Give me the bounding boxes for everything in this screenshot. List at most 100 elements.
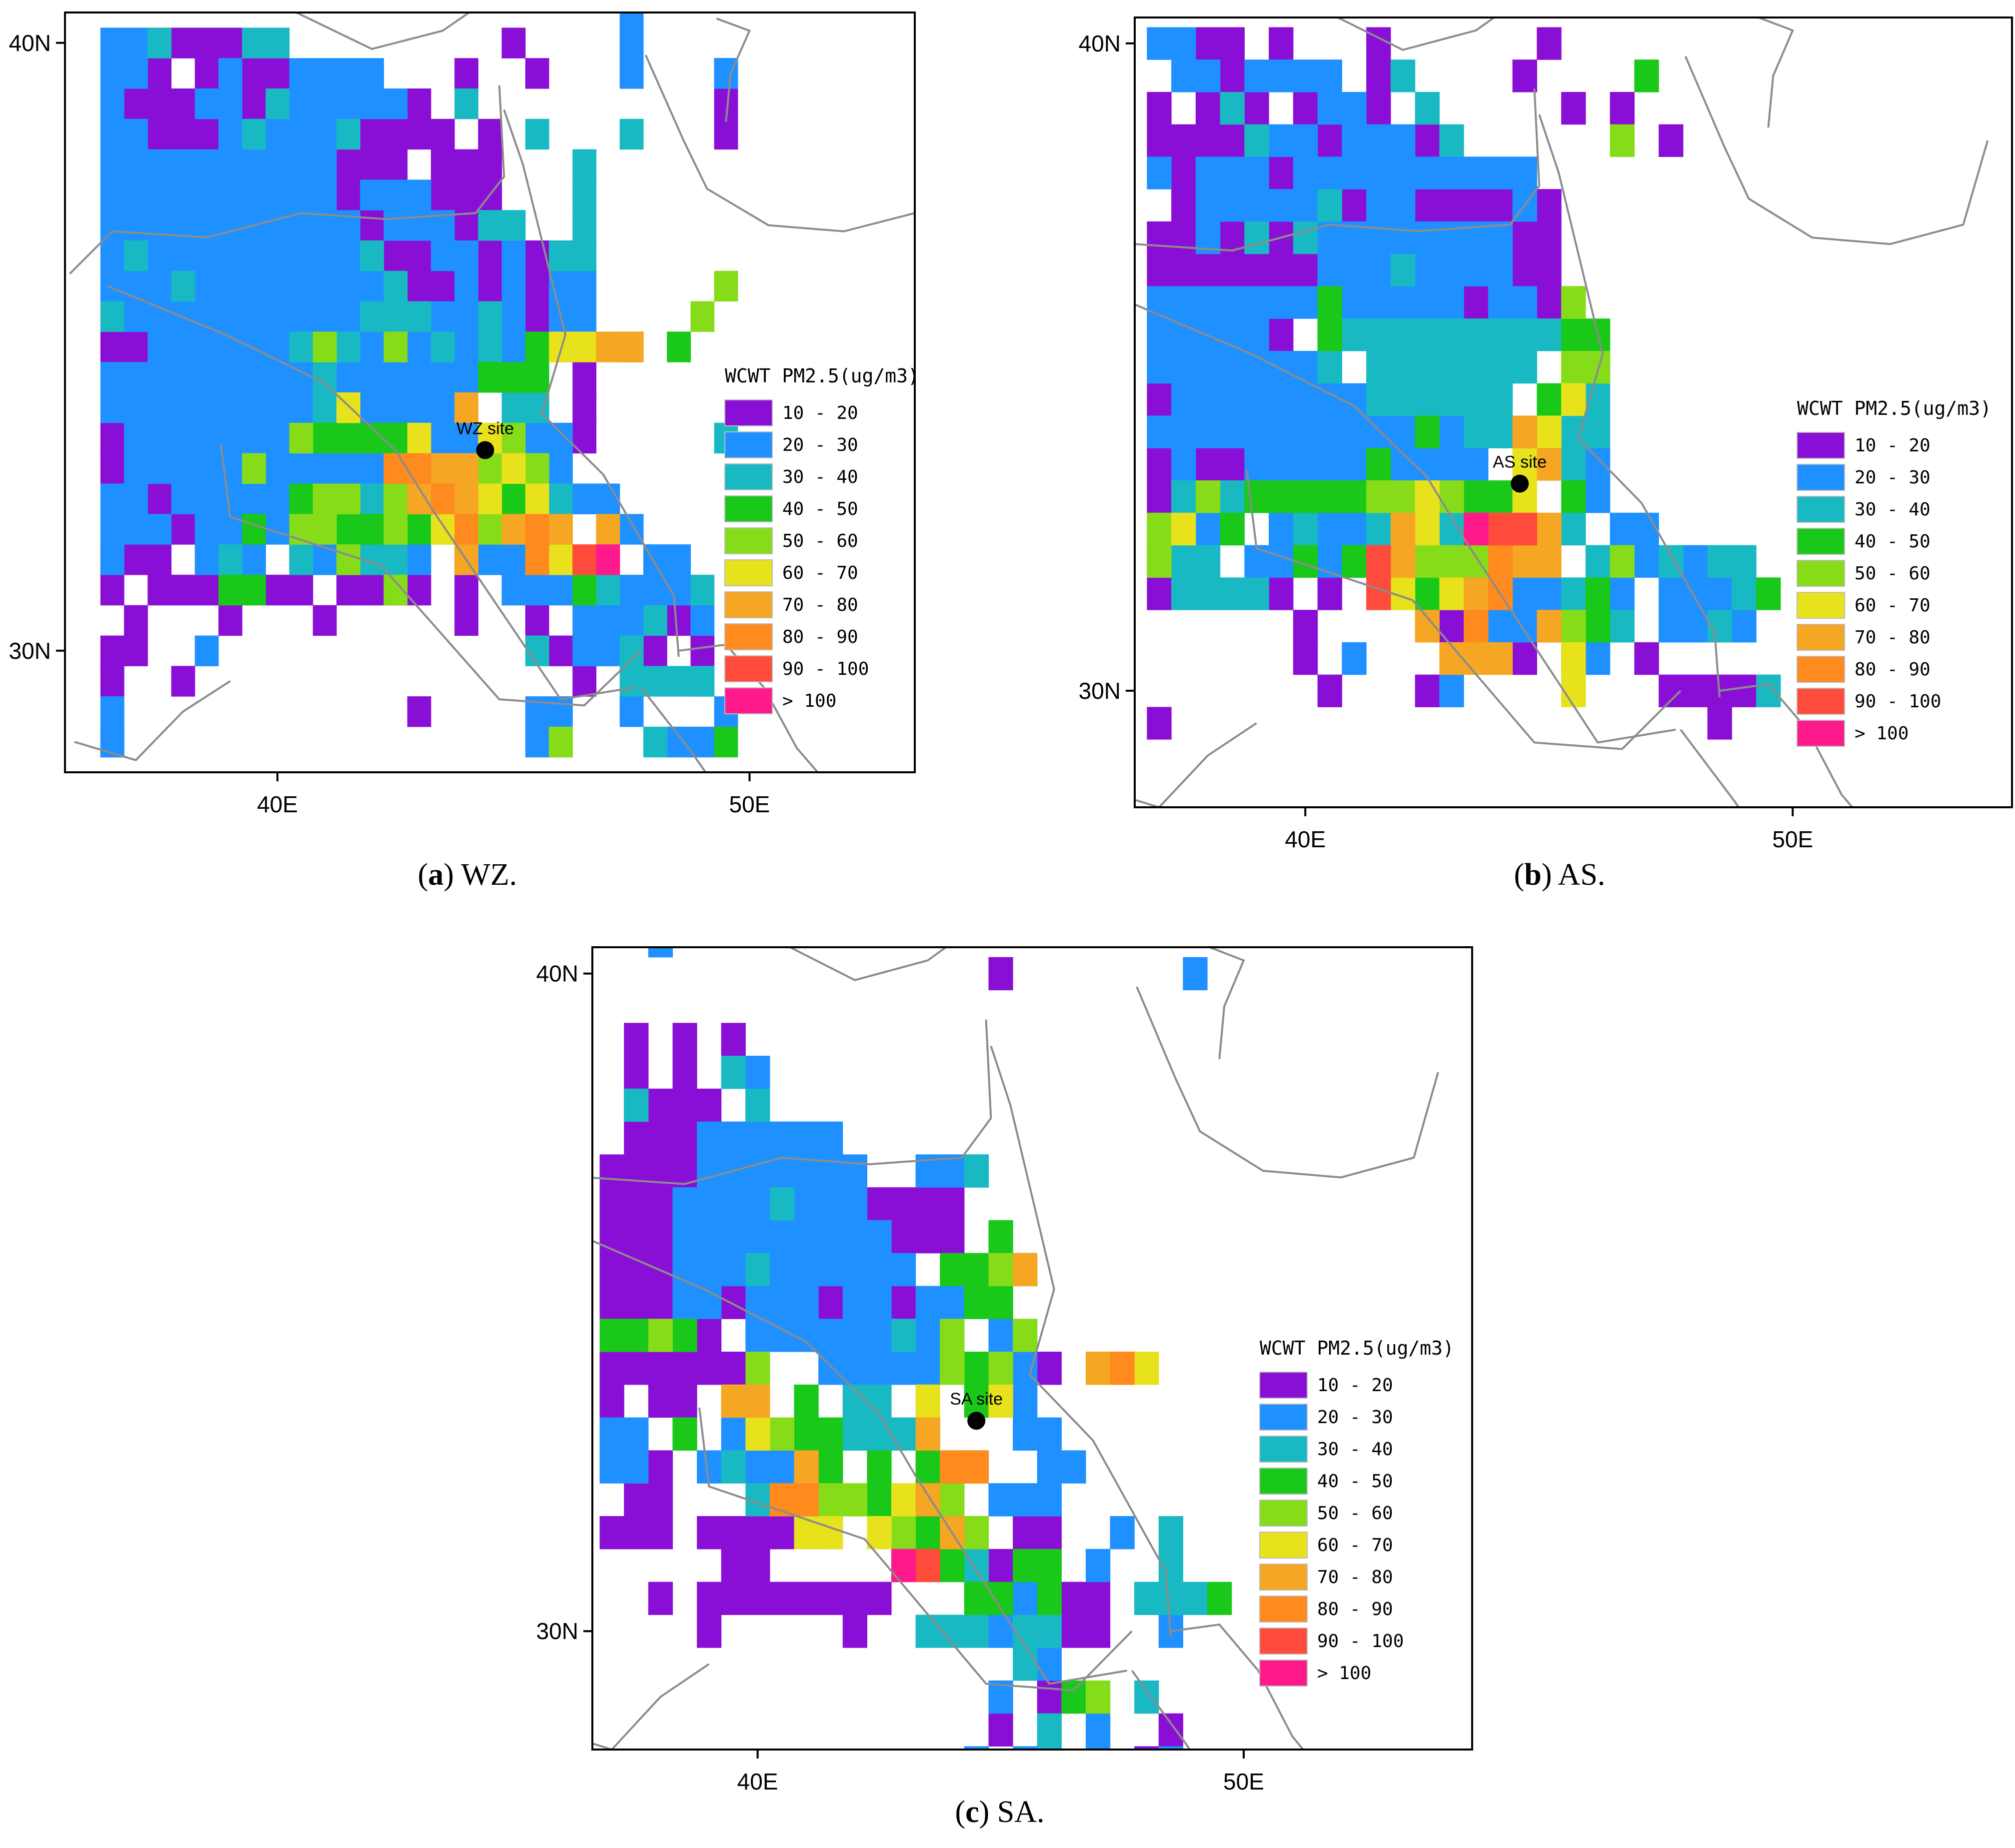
grid-cell — [1293, 221, 1318, 254]
grid-cell — [1634, 512, 1659, 546]
grid-cell — [218, 422, 242, 454]
grid-cell — [769, 1121, 795, 1155]
grid-cell — [1195, 383, 1221, 416]
map-b: 30N 40N 40E 50E AS site WCWT PM2.5(ug/m3) 10 -… — [1079, 16, 2013, 852]
grid-cell — [672, 1088, 697, 1122]
grid-cell — [596, 574, 620, 606]
grid-cell — [1195, 415, 1221, 448]
grid-cell — [289, 240, 313, 271]
legend-swatch — [724, 687, 773, 714]
grid-cell — [1195, 448, 1221, 481]
grid-cell — [1158, 1713, 1184, 1747]
grid-cell — [794, 1121, 819, 1155]
grid-cell — [619, 666, 644, 697]
grid-cell — [1293, 156, 1318, 189]
grid-cell — [124, 149, 148, 180]
grid-cells — [599, 947, 1232, 1750]
caption-c-letter: c — [965, 1795, 979, 1829]
grid-cell — [171, 240, 195, 271]
grid-cell — [1293, 610, 1318, 643]
grid-cell — [1390, 286, 1416, 319]
caption-a-text: WZ. — [454, 858, 517, 892]
grid-cell — [714, 118, 738, 150]
legend-swatch — [724, 431, 773, 458]
grid-cell — [1220, 124, 1245, 157]
grid-cell — [842, 1286, 867, 1319]
grid-cell — [265, 301, 290, 332]
grid-cell — [915, 1187, 940, 1221]
grid-cell — [336, 210, 360, 241]
grid-cell — [525, 270, 549, 302]
grid-cell — [690, 605, 715, 636]
grid-cell — [940, 1319, 965, 1352]
grid-cell — [430, 514, 455, 545]
grid-cell — [1293, 350, 1318, 384]
grid-cell — [818, 1187, 843, 1221]
grid-cell — [599, 1450, 624, 1484]
grid-cell — [501, 362, 526, 393]
grid-cell — [242, 392, 266, 423]
grid-cell — [1464, 480, 1489, 513]
grid-cell — [194, 270, 219, 302]
grid-cell — [171, 270, 195, 302]
grid-cell — [312, 422, 337, 454]
border-line — [698, 1407, 1133, 1692]
grid-cell — [360, 179, 384, 210]
grid-cell — [171, 27, 195, 58]
grid-cell — [1512, 156, 1537, 189]
grid-cell — [1366, 156, 1391, 189]
legend-label: 40 - 50 — [1855, 531, 1931, 552]
grid-cell — [842, 1615, 867, 1648]
grid-cell — [745, 1516, 770, 1550]
grid-cell — [218, 118, 242, 150]
grid-cell — [721, 1253, 746, 1287]
grid-cell — [501, 453, 526, 484]
grid-cell — [1061, 1680, 1086, 1714]
lat-tick-label: 30N — [536, 1618, 578, 1644]
grid-cell — [525, 544, 549, 575]
grid-cell — [242, 362, 266, 393]
grid-cell — [171, 331, 195, 362]
border-line — [219, 444, 642, 707]
grid-cell — [1610, 610, 1635, 643]
grid-cell — [478, 118, 502, 150]
grid-cell — [171, 88, 195, 119]
legend-label: 30 - 40 — [1317, 1439, 1393, 1460]
grid-cell — [1707, 577, 1732, 610]
grid-cell — [383, 301, 408, 332]
grid-cell — [360, 301, 384, 332]
grid-cell — [721, 1121, 746, 1155]
border-line — [678, 643, 819, 772]
legend-swatch — [724, 527, 773, 554]
grid-cell — [745, 1088, 770, 1122]
legend-label: > 100 — [782, 691, 836, 711]
grid-cell — [1488, 189, 1513, 222]
legend-label: 90 - 100 — [782, 659, 869, 679]
grid-cell — [218, 483, 242, 514]
grid-cell — [407, 544, 431, 575]
grid-cell — [624, 1023, 649, 1056]
grid-cell — [430, 149, 455, 180]
border-line — [1135, 303, 1676, 744]
grid-cell — [1269, 286, 1294, 319]
grid-cell — [1244, 253, 1269, 287]
grid-cell — [599, 1253, 624, 1287]
grid-cell — [1488, 642, 1513, 675]
grid-cell — [648, 947, 673, 958]
grid-cell — [1512, 577, 1537, 610]
grid-cell — [721, 1384, 746, 1418]
grid-cell — [1537, 610, 1562, 643]
grid-cell — [1171, 448, 1196, 481]
grid-cell — [667, 726, 691, 758]
grid-cell — [312, 270, 337, 302]
grid-cell — [265, 392, 290, 423]
grid-cell — [1415, 286, 1440, 319]
grid-cell — [915, 1286, 940, 1319]
grid-cell — [891, 1516, 916, 1550]
grid-cell — [265, 179, 290, 210]
grid-cell — [407, 422, 431, 454]
grid-cell — [100, 301, 124, 332]
grid-cell — [1464, 318, 1489, 351]
grid-cell — [312, 301, 337, 332]
grid-cell — [619, 12, 644, 28]
